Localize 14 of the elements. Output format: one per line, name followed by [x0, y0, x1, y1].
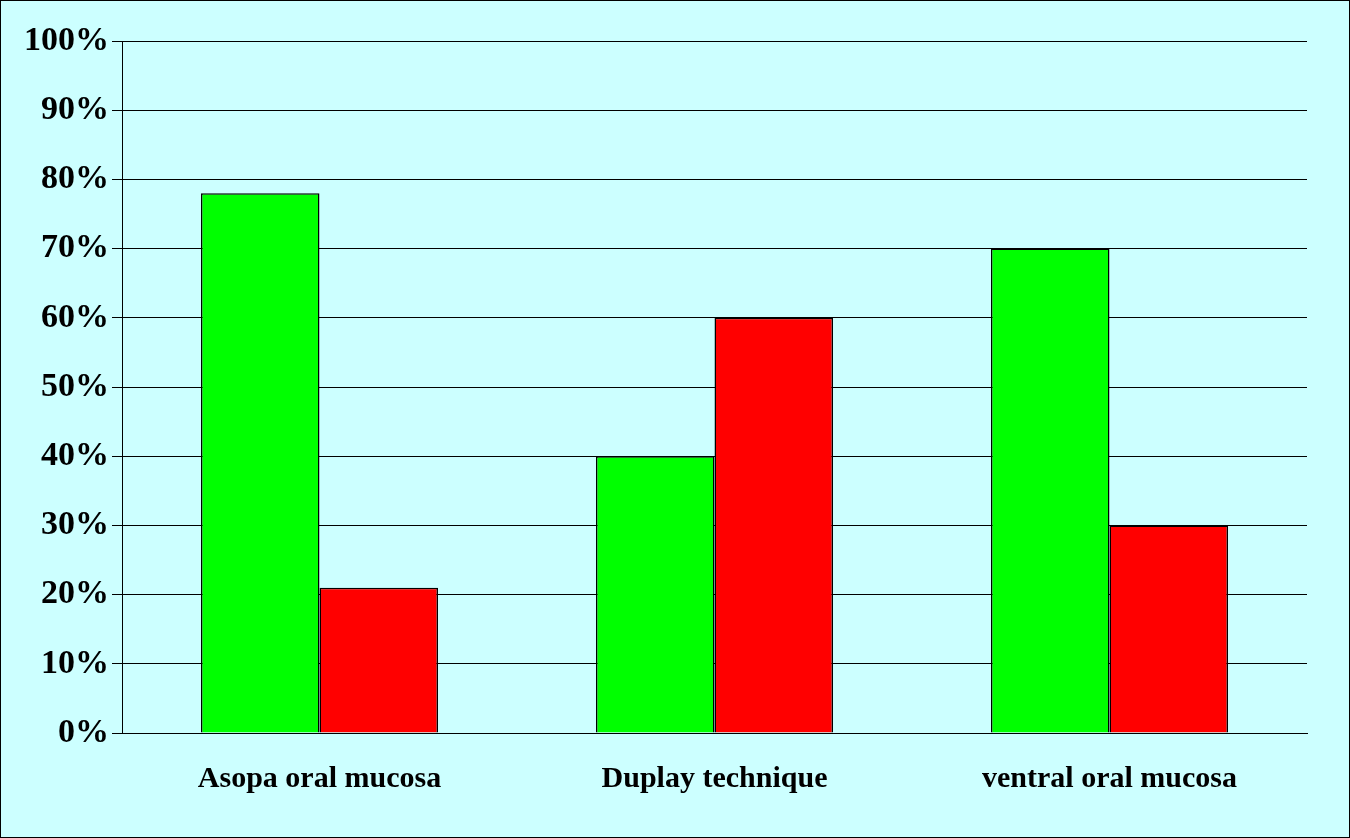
y-tick-label: 70% [41, 227, 109, 265]
y-tick-label: 80% [41, 158, 109, 196]
x-tick-label: ventral oral mucosa [982, 759, 1237, 793]
y-tick-label: 30% [41, 504, 109, 542]
y-tick-label: 60% [41, 296, 109, 334]
y-tick-label: 50% [41, 365, 109, 403]
y-tick-label: 100% [24, 19, 109, 57]
y-tick-label: 40% [41, 434, 109, 472]
y-tick-label: 90% [41, 88, 109, 126]
x-tick-label: Duplay technique [601, 759, 828, 793]
y-tick-label: 20% [41, 573, 109, 611]
y-tick-label: 10% [41, 642, 109, 680]
y-tick-label: 0% [58, 711, 109, 749]
x-tick-label: Asopa oral mucosa [197, 759, 442, 793]
